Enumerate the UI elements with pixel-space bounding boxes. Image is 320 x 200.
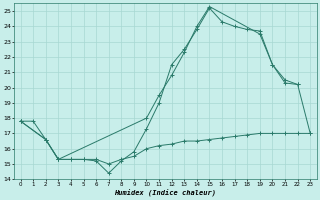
- X-axis label: Humidex (Indice chaleur): Humidex (Indice chaleur): [114, 189, 216, 197]
